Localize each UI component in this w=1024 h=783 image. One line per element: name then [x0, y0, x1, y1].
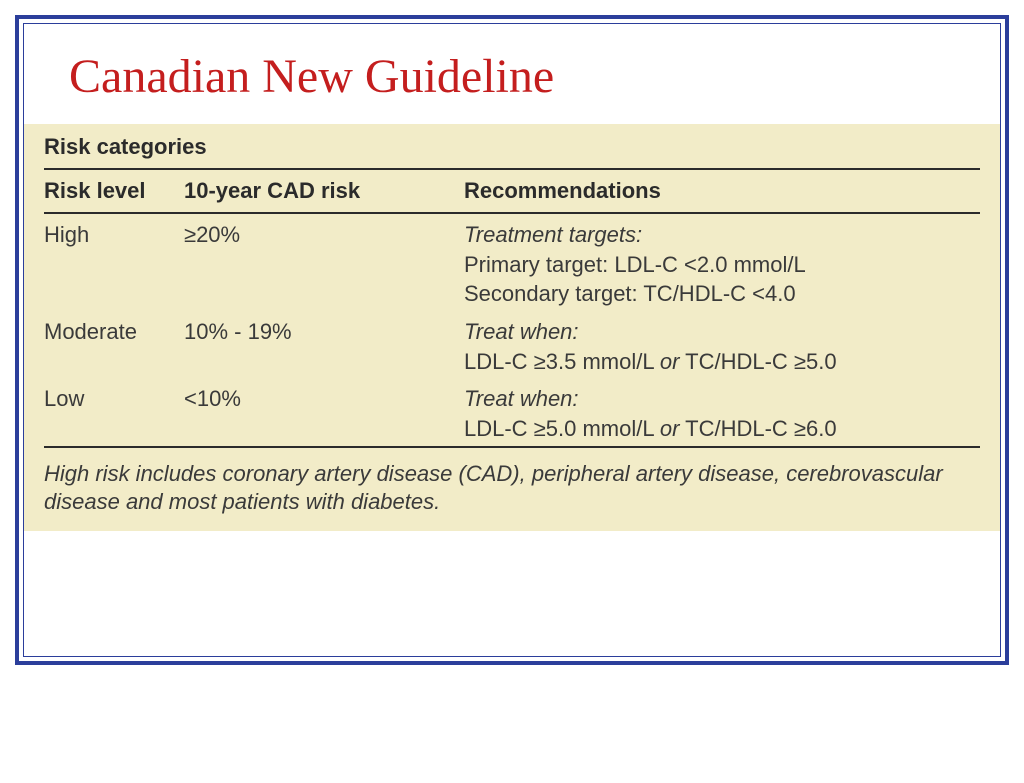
rec-line: Secondary target: TC/HDL-C <4.0 [464, 279, 980, 309]
table-header-row: Risk level 10-year CAD risk Recommendati… [44, 169, 980, 213]
rec-text-before: LDL-C ≥3.5 mmol/L [464, 349, 660, 374]
cell-risk: <10% [184, 378, 464, 446]
rec-text-or: or [660, 416, 680, 441]
cell-level: High [44, 213, 184, 311]
cell-level: Moderate [44, 311, 184, 378]
outer-border: Canadian New Guideline Risk categories R… [15, 15, 1009, 665]
footnote: High risk includes coronary artery disea… [44, 454, 980, 517]
footnote-cell: High risk includes coronary artery disea… [44, 447, 980, 519]
rec-heading: Treat when: [464, 317, 980, 347]
cell-rec: Treatment targets: Primary target: LDL-C… [464, 213, 980, 311]
inner-border: Canadian New Guideline Risk categories R… [23, 23, 1001, 657]
rec-line: LDL-C ≥5.0 mmol/L or TC/HDL-C ≥6.0 [464, 414, 980, 444]
col-header-level: Risk level [44, 169, 184, 213]
table-row: High ≥20% Treatment targets: Primary tar… [44, 213, 980, 311]
cell-risk: 10% - 19% [184, 311, 464, 378]
col-header-cad: 10-year CAD risk [184, 169, 464, 213]
table-divider: High risk includes coronary artery disea… [44, 447, 980, 519]
risk-table-container: Risk categories Risk level 10-year CAD r… [24, 124, 1000, 531]
rec-text-before: LDL-C ≥5.0 mmol/L [464, 416, 660, 441]
cell-level: Low [44, 378, 184, 446]
rec-text-or: or [660, 349, 680, 374]
col-header-rec: Recommendations [464, 169, 980, 213]
table-row: Moderate 10% - 19% Treat when: LDL-C ≥3.… [44, 311, 980, 378]
rec-text-after: TC/HDL-C ≥6.0 [679, 416, 836, 441]
section-heading: Risk categories [44, 134, 980, 168]
rec-line: LDL-C ≥3.5 mmol/L or TC/HDL-C ≥5.0 [464, 347, 980, 377]
page-title: Canadian New Guideline [24, 24, 1000, 124]
table-row: Low <10% Treat when: LDL-C ≥5.0 mmol/L o… [44, 378, 980, 446]
cell-rec: Treat when: LDL-C ≥5.0 mmol/L or TC/HDL-… [464, 378, 980, 446]
risk-table: Risk level 10-year CAD risk Recommendati… [44, 168, 980, 519]
cell-risk: ≥20% [184, 213, 464, 311]
rec-heading: Treatment targets: [464, 220, 980, 250]
rec-heading: Treat when: [464, 384, 980, 414]
rec-text-after: TC/HDL-C ≥5.0 [679, 349, 836, 374]
cell-rec: Treat when: LDL-C ≥3.5 mmol/L or TC/HDL-… [464, 311, 980, 378]
rec-line: Primary target: LDL-C <2.0 mmol/L [464, 250, 980, 280]
